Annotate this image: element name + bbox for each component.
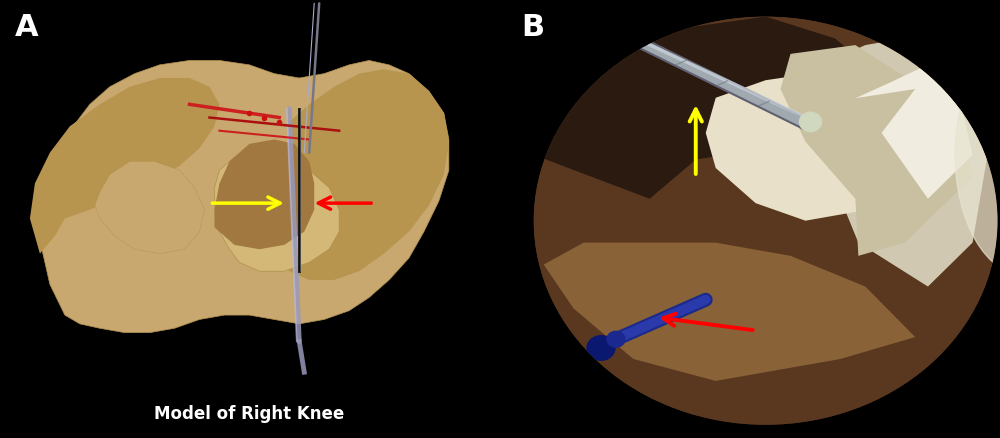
Polygon shape — [534, 18, 882, 199]
Circle shape — [800, 113, 821, 132]
Polygon shape — [706, 72, 925, 221]
Ellipse shape — [955, 35, 1000, 276]
Polygon shape — [214, 153, 339, 272]
Circle shape — [607, 332, 625, 347]
Polygon shape — [544, 243, 915, 381]
Polygon shape — [279, 70, 449, 280]
Polygon shape — [855, 53, 973, 199]
Text: A: A — [15, 13, 39, 42]
Text: Model of Right Knee: Model of Right Knee — [154, 403, 345, 422]
Polygon shape — [95, 162, 204, 254]
Polygon shape — [214, 140, 314, 250]
Circle shape — [534, 18, 998, 425]
Polygon shape — [30, 79, 219, 254]
Text: Lateral: Lateral — [16, 175, 29, 228]
Polygon shape — [791, 37, 988, 287]
Circle shape — [587, 336, 615, 360]
Text: Posterior: Posterior — [186, 32, 263, 47]
Bar — [0, 388, 499, 438]
Text: Medial: Medial — [473, 177, 486, 226]
Polygon shape — [781, 46, 973, 256]
Text: B: B — [521, 13, 544, 42]
Text: Anterior: Anterior — [155, 352, 224, 367]
Polygon shape — [40, 61, 449, 333]
